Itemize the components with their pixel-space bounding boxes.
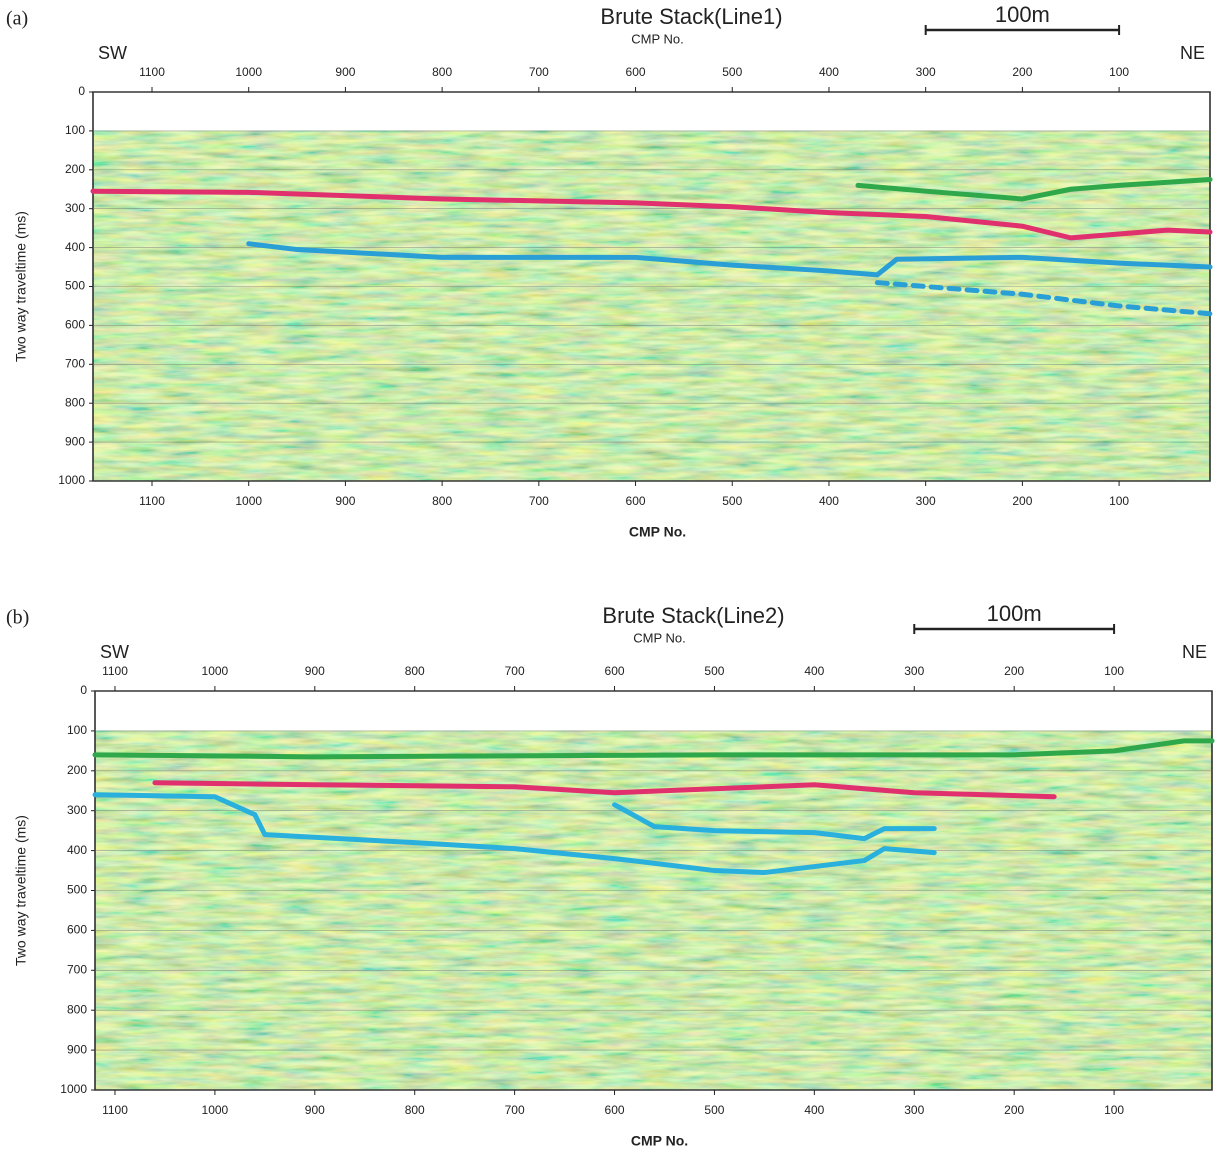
y-axis-label: Two way traveltime (ms) (13, 211, 29, 362)
y-tick-label: 700 (67, 962, 87, 976)
x-tick-label-top: 900 (335, 65, 355, 79)
right-label: NE (1180, 43, 1205, 63)
y-tick-label: 300 (67, 803, 87, 817)
horizon-line (612, 802, 937, 842)
x-tick-label-top: 300 (904, 664, 924, 678)
x-tick-label: 700 (505, 1103, 525, 1117)
y-tick-label: 800 (65, 395, 85, 409)
y-tick-label: 300 (65, 201, 85, 215)
x-tick-label-top: 400 (819, 65, 839, 79)
y-tick-label: 1000 (58, 473, 85, 487)
panel-label: (a) (6, 8, 28, 30)
scale-bar-label: 100m (987, 601, 1042, 626)
x-tick-label-top: 700 (505, 664, 525, 678)
x-tick-label: 700 (529, 494, 549, 508)
x-tick-label-top: 300 (916, 65, 936, 79)
horizon-line (90, 188, 1213, 241)
x-tick-label: 200 (1004, 1103, 1024, 1117)
x-tick-label: 400 (804, 1103, 824, 1117)
x-tick-label-top: 800 (405, 664, 425, 678)
x-tick-label-top: 400 (804, 664, 824, 678)
horizon-line (152, 780, 1057, 800)
y-tick-label: 800 (67, 1002, 87, 1016)
x-tick-label: 600 (626, 494, 646, 508)
x-tick-label: 800 (432, 494, 452, 508)
y-tick-label: 400 (67, 843, 87, 857)
x-tick-label-top: 500 (704, 664, 724, 678)
y-tick-label: 0 (78, 84, 85, 98)
y-tick-label: 900 (65, 434, 85, 448)
x-tick-label-top: 500 (722, 65, 742, 79)
x-axis-label: CMP No. (631, 1133, 688, 1149)
x-tick-label-top: 600 (626, 65, 646, 79)
x-tick-label: 500 (704, 1103, 724, 1117)
x-tick-label-top: 1100 (102, 664, 128, 678)
y-axis-label: Two way traveltime (ms) (13, 815, 29, 966)
x-tick-label-top: 700 (529, 65, 549, 79)
x-tick-label: 300 (916, 494, 936, 508)
y-tick-label: 500 (67, 883, 87, 897)
y-tick-label: 1000 (60, 1082, 87, 1096)
x-tick-label-top: 100 (1109, 65, 1129, 79)
x-tick-label: 800 (405, 1103, 425, 1117)
x-tick-label: 900 (335, 494, 355, 508)
left-label: SW (100, 642, 129, 662)
y-tick-label: 100 (65, 123, 85, 137)
x-tick-label-top: 1100 (139, 65, 165, 79)
y-tick-label: 200 (67, 763, 87, 777)
x-tick-label-top: 1000 (202, 664, 229, 678)
x-tick-label: 1100 (102, 1103, 128, 1117)
x-tick-label: 1100 (139, 494, 165, 508)
x-tick-label: 100 (1104, 1103, 1124, 1117)
x-tick-label: 400 (819, 494, 839, 508)
x-tick-label-top: 900 (305, 664, 325, 678)
y-tick-label: 100 (67, 723, 87, 737)
x-tick-label: 500 (722, 494, 742, 508)
x-tick-label: 600 (605, 1103, 625, 1117)
x-tick-label: 1000 (202, 1103, 229, 1117)
horizon-line (92, 738, 1215, 760)
x-tick-label: 200 (1012, 494, 1032, 508)
y-tick-label: 700 (65, 356, 85, 370)
y-tick-label: 600 (65, 318, 85, 332)
x-tick-label-top: 200 (1012, 65, 1032, 79)
x-tick-label-top: 800 (432, 65, 452, 79)
x-tick-label-top: 200 (1004, 664, 1024, 678)
y-tick-label: 600 (67, 923, 87, 937)
scale-bar-label: 100m (995, 2, 1050, 27)
x-tick-label-top: 100 (1104, 664, 1124, 678)
horizon-line (874, 280, 1213, 317)
y-tick-label: 0 (80, 683, 87, 697)
horizon-line (855, 177, 1213, 202)
y-tick-label: 900 (67, 1042, 87, 1056)
horizon-line (246, 241, 1213, 278)
chart-title: Brute Stack(Line1) (600, 4, 782, 29)
right-label: NE (1182, 642, 1207, 662)
panel-label: (b) (6, 607, 29, 629)
x-tick-label-top: 600 (605, 664, 625, 678)
x-tick-label: 900 (305, 1103, 325, 1117)
y-tick-label: 200 (65, 162, 85, 176)
y-tick-label: 500 (65, 279, 85, 293)
x-tick-label: 300 (904, 1103, 924, 1117)
x-tick-label: 100 (1109, 494, 1129, 508)
top-axis-label: CMP No. (631, 31, 684, 46)
x-tick-label: 1000 (235, 494, 262, 508)
top-axis-label: CMP No. (633, 630, 686, 645)
horizon-line (92, 792, 937, 876)
section-texture (93, 130, 1210, 481)
y-tick-label: 400 (65, 240, 85, 254)
left-label: SW (98, 43, 127, 63)
chart-title: Brute Stack(Line2) (602, 603, 784, 628)
x-tick-label-top: 1000 (235, 65, 262, 79)
x-axis-label: CMP No. (629, 524, 686, 540)
